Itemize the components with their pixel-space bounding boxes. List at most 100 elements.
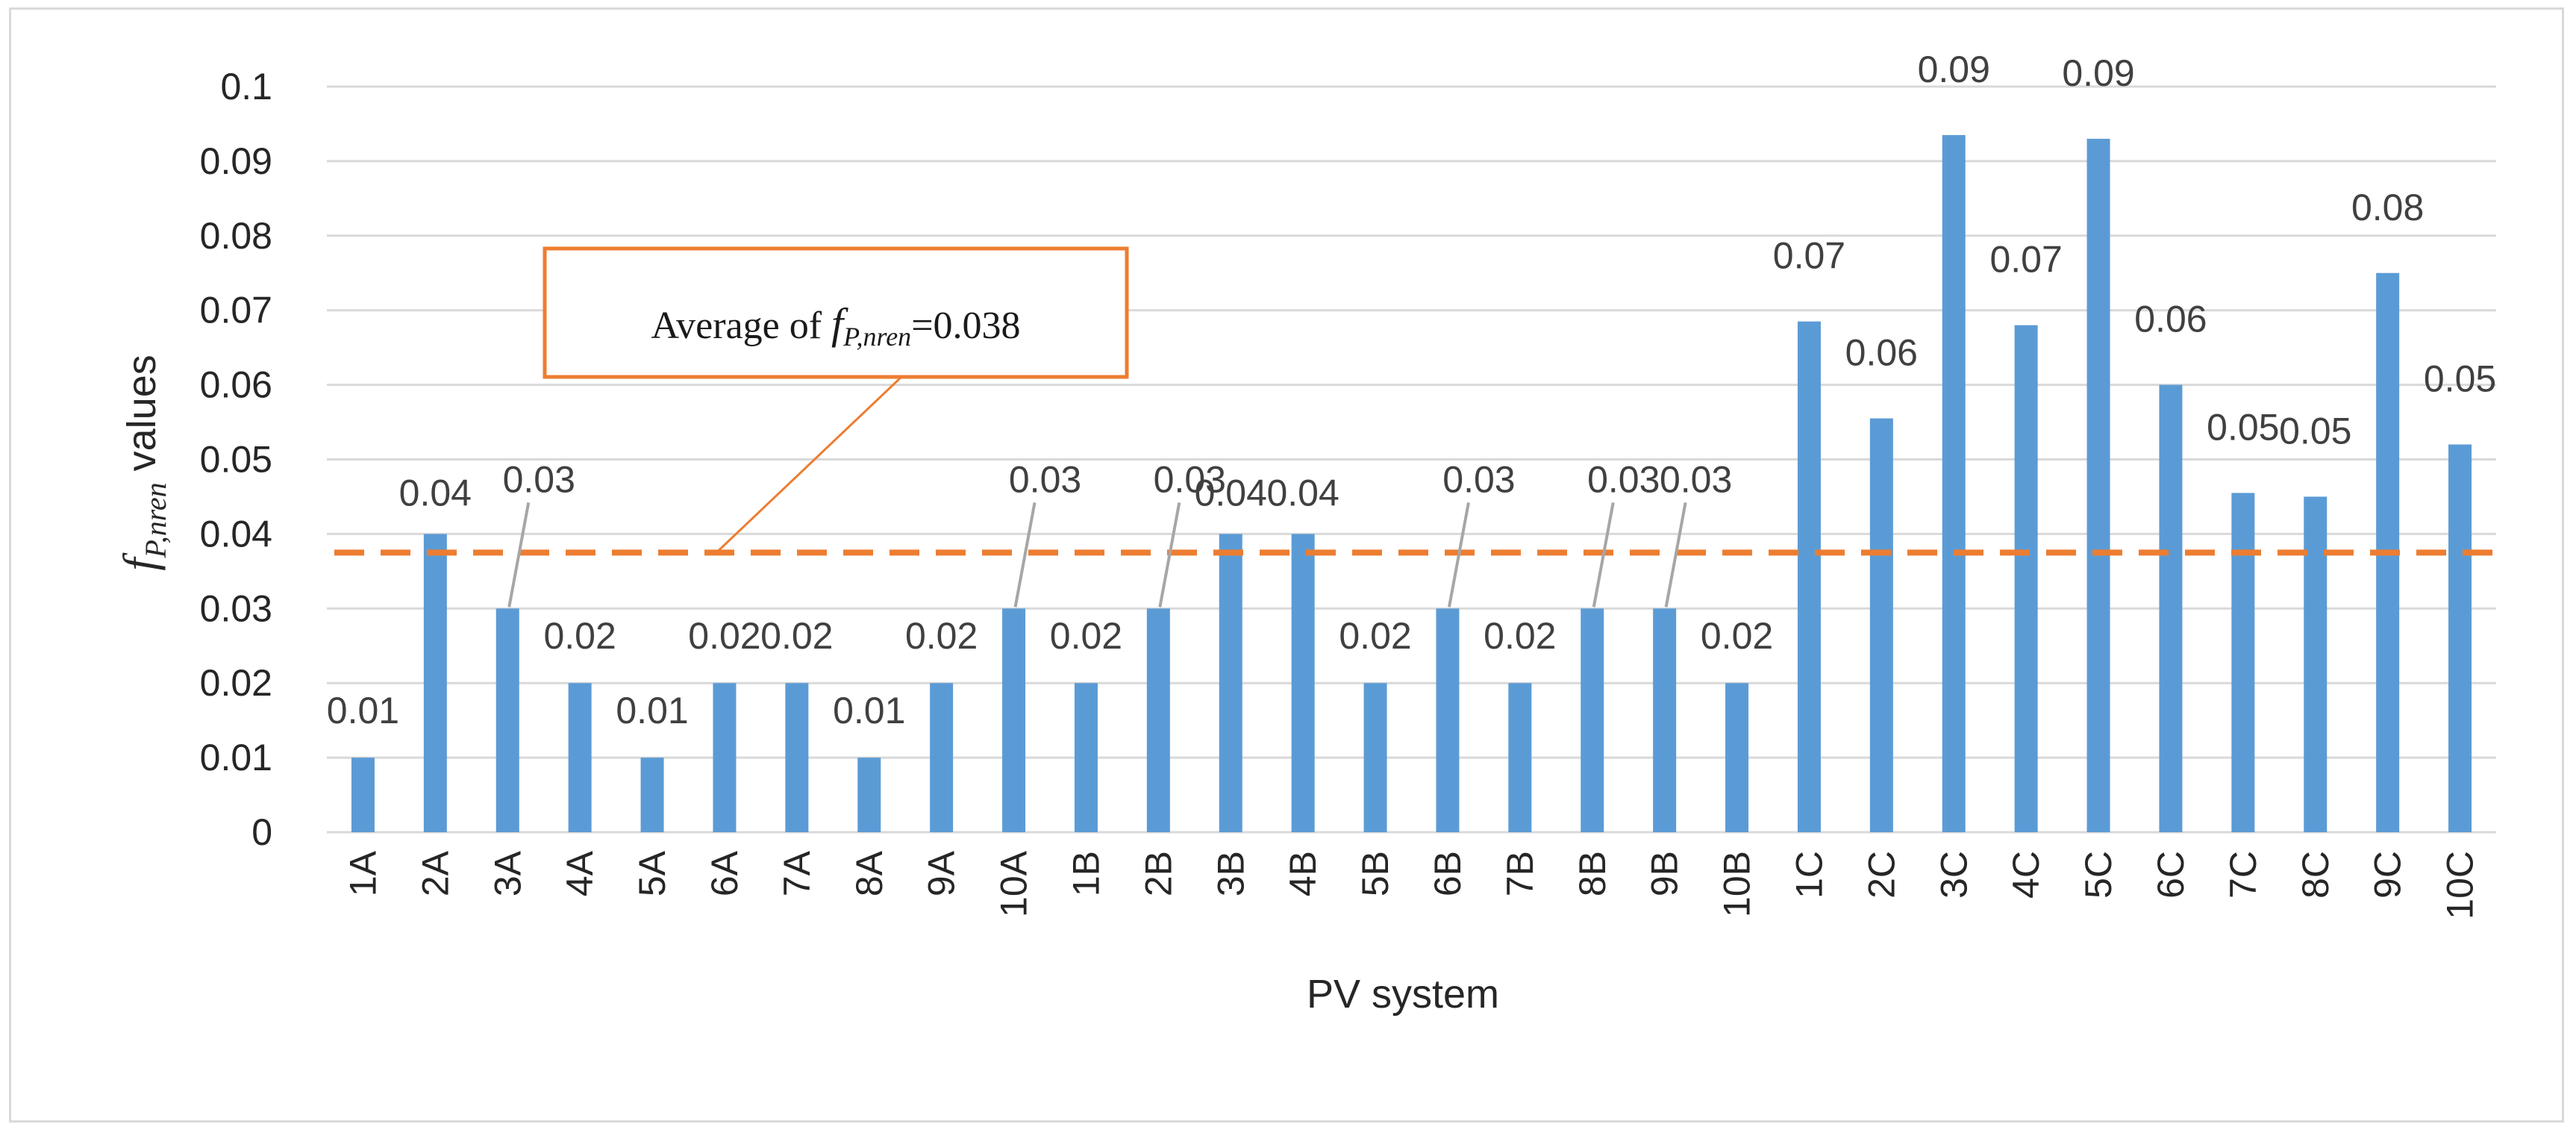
x-tick-labels: 1A 2A 3A 4A 5A 6A 7A 8A 9A 10A 1B 2B 3B 4B 5B 6B 7B 8B 9B 1… bbox=[342, 850, 2480, 919]
data-label: 0.03 bbox=[1154, 458, 1226, 500]
x-tick-label: 3B bbox=[1210, 851, 1251, 896]
y-tick-label: 0.08 bbox=[200, 215, 272, 257]
y-axis-title-subscript: P,nren bbox=[139, 482, 172, 558]
data-label: 0.09 bbox=[1918, 49, 1990, 90]
x-tick-label: 2A bbox=[414, 850, 456, 896]
bar bbox=[1219, 534, 1242, 832]
data-label: 0.02 bbox=[1050, 615, 1122, 657]
bar bbox=[423, 534, 447, 832]
x-tick-label: 5C bbox=[2078, 851, 2119, 899]
data-label: 0.02 bbox=[688, 615, 760, 657]
x-tick-label: 4A bbox=[559, 850, 601, 896]
bar bbox=[1363, 683, 1387, 832]
data-label: 0.03 bbox=[503, 458, 575, 500]
bar bbox=[1797, 321, 1821, 832]
bar bbox=[1725, 683, 1749, 832]
bar bbox=[1581, 608, 1604, 832]
data-label: 0.02 bbox=[1484, 615, 1556, 657]
bar bbox=[2231, 493, 2255, 832]
y-tick-label: 0 bbox=[251, 811, 272, 853]
bar bbox=[568, 683, 592, 832]
bar bbox=[2086, 138, 2110, 832]
y-tick-labels: 0 0.01 0.02 0.03 0.04 0.05 0.06 0.07 0.08 0.09 0.1 bbox=[200, 66, 272, 853]
data-label: 0.08 bbox=[2351, 187, 2424, 228]
data-label: 0.03 bbox=[1009, 458, 1081, 500]
bars bbox=[351, 134, 2472, 832]
bar bbox=[785, 683, 809, 832]
leader-line bbox=[1592, 502, 1615, 608]
x-tick-label: 8C bbox=[2295, 851, 2336, 899]
data-label: 0.04 bbox=[1195, 472, 1267, 514]
bar bbox=[1002, 608, 1026, 832]
data-label: 0.03 bbox=[1442, 458, 1515, 500]
bar bbox=[2448, 444, 2472, 832]
x-tick-label: 3C bbox=[1933, 851, 1975, 899]
leader-line bbox=[507, 502, 531, 608]
data-label: 0.07 bbox=[1989, 239, 2062, 281]
y-tick-label: 0.05 bbox=[200, 439, 272, 481]
x-tick-label: 1A bbox=[342, 850, 384, 896]
x-tick-label: 1B bbox=[1065, 851, 1107, 896]
annotation-suffix: =0.038 bbox=[911, 305, 1020, 347]
x-tick-label: 10B bbox=[1716, 851, 1758, 917]
y-tick-label: 0.1 bbox=[220, 66, 272, 107]
bar bbox=[1653, 608, 1677, 832]
bar bbox=[1508, 683, 1532, 832]
x-tick-label: 10A bbox=[993, 850, 1035, 917]
y-tick-label: 0.04 bbox=[200, 513, 272, 555]
bar bbox=[2014, 325, 2038, 832]
x-axis-title: PV system bbox=[1307, 972, 1499, 1017]
data-label: 0.04 bbox=[1266, 472, 1339, 514]
bar bbox=[1146, 608, 1170, 832]
y-axis-title: fP,nren values bbox=[115, 355, 172, 570]
leader-line bbox=[1447, 502, 1470, 608]
x-tick-label: 2B bbox=[1137, 851, 1179, 896]
annotation-subscript: P,nren bbox=[842, 322, 911, 352]
x-tick-label: 7C bbox=[2222, 851, 2264, 899]
y-axis-title-rest: values bbox=[119, 355, 164, 482]
x-tick-label: 1C bbox=[1788, 851, 1830, 899]
data-label: 0.02 bbox=[543, 615, 616, 657]
data-label: 0.06 bbox=[1845, 332, 1918, 374]
data-label: 0.01 bbox=[327, 690, 399, 731]
y-tick-label: 0.01 bbox=[200, 737, 272, 778]
bar bbox=[1869, 418, 1893, 832]
x-tick-label: 3A bbox=[487, 850, 528, 896]
data-label: 0.02 bbox=[760, 615, 833, 657]
data-label: 0.02 bbox=[1701, 615, 1773, 657]
data-label: 0.07 bbox=[1773, 235, 1845, 277]
y-tick-label: 0.06 bbox=[200, 364, 272, 406]
x-tick-label: 2C bbox=[1860, 851, 1902, 899]
y-tick-label: 0.03 bbox=[200, 587, 272, 629]
x-tick-label: 5A bbox=[631, 850, 673, 896]
data-label: 0.03 bbox=[1660, 458, 1732, 500]
x-tick-label: 7A bbox=[776, 850, 818, 896]
leader-lines bbox=[507, 502, 1687, 608]
gridlines bbox=[327, 85, 2496, 834]
data-label: 0.06 bbox=[2134, 299, 2207, 340]
x-tick-label: 9B bbox=[1644, 851, 1686, 896]
leader-line bbox=[1013, 502, 1037, 608]
bar bbox=[930, 683, 954, 832]
x-tick-label: 9A bbox=[921, 850, 963, 896]
bar bbox=[640, 758, 664, 832]
leader-line bbox=[1664, 502, 1687, 608]
x-tick-label: 6C bbox=[2150, 851, 2192, 899]
x-tick-label: 6A bbox=[704, 850, 745, 896]
data-labels: 0.010.04 0.030.020.010.02 0.020.010.020.03… bbox=[327, 49, 2496, 731]
data-label: 0.04 bbox=[399, 472, 472, 514]
bar bbox=[1942, 134, 1966, 832]
x-tick-label: 10C bbox=[2439, 851, 2481, 920]
bar bbox=[857, 758, 881, 832]
data-label: 0.09 bbox=[2062, 52, 2134, 94]
y-tick-label: 0.09 bbox=[200, 140, 272, 182]
x-tick-label: 6B bbox=[1427, 851, 1469, 896]
annotation-pointer-line bbox=[715, 375, 903, 554]
data-label: 0.05 bbox=[2424, 358, 2496, 400]
data-label: 0.02 bbox=[1339, 615, 1411, 657]
x-tick-label: 5B bbox=[1354, 851, 1396, 896]
annotation-text: Average of fP,nren=0.038 bbox=[651, 299, 1020, 352]
bar bbox=[351, 758, 375, 832]
annotation-box bbox=[543, 246, 1129, 379]
